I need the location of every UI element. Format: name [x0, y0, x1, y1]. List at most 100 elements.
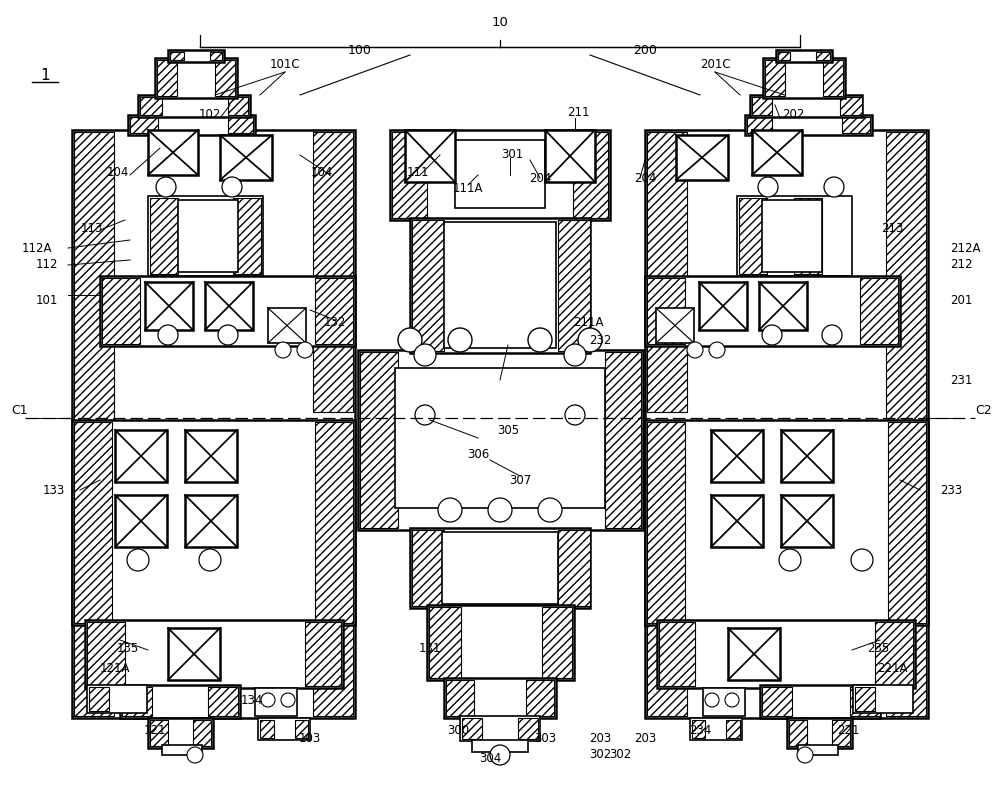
Text: C2: C2 [975, 404, 992, 416]
Text: 111A: 111A [453, 182, 483, 194]
Bar [72, 130, 355, 718]
Bar [295, 720, 308, 738]
Bar [74, 132, 114, 716]
Bar [647, 132, 687, 412]
Text: 221: 221 [837, 723, 859, 737]
Text: 233: 233 [940, 484, 962, 496]
Bar [258, 718, 310, 740]
Bar [573, 132, 608, 218]
Bar [360, 352, 398, 528]
Bar [659, 622, 695, 686]
Bar [100, 276, 355, 346]
Bar [410, 218, 590, 353]
Bar [87, 622, 125, 686]
Text: 133: 133 [43, 484, 65, 496]
Bar [205, 282, 253, 330]
Bar [853, 685, 913, 713]
Bar [215, 60, 235, 96]
Bar [692, 720, 705, 738]
Bar [888, 422, 926, 623]
Text: 111: 111 [407, 166, 429, 178]
Circle shape [851, 549, 873, 571]
Bar [647, 422, 685, 623]
Text: 221A: 221A [877, 661, 907, 675]
Bar [138, 95, 250, 117]
Bar [737, 196, 852, 276]
Bar [313, 132, 353, 412]
Bar [455, 140, 545, 208]
Bar [148, 130, 198, 175]
Text: 201C: 201C [700, 59, 730, 71]
Bar [699, 282, 747, 330]
Text: 235: 235 [867, 642, 889, 654]
Circle shape [490, 745, 510, 765]
Bar [130, 117, 158, 133]
Bar [739, 198, 767, 274]
Text: 135: 135 [117, 642, 139, 654]
Circle shape [275, 342, 291, 358]
Bar [148, 718, 213, 748]
Text: 10: 10 [492, 16, 508, 29]
Bar [89, 687, 109, 711]
Bar [429, 607, 461, 678]
Bar [762, 200, 822, 272]
Text: 104: 104 [107, 166, 129, 178]
Bar [526, 680, 554, 716]
Bar [410, 528, 590, 608]
Bar [676, 135, 728, 180]
Bar [645, 130, 928, 718]
Circle shape [725, 693, 739, 707]
Circle shape [199, 549, 221, 571]
Text: 101: 101 [36, 293, 58, 307]
Bar [545, 130, 595, 182]
Bar [542, 607, 572, 678]
Bar [444, 678, 556, 718]
Bar [268, 308, 306, 343]
Bar [446, 680, 474, 716]
Circle shape [762, 325, 782, 345]
Circle shape [564, 344, 586, 366]
Bar [210, 52, 222, 60]
Bar [120, 685, 240, 718]
Bar [842, 117, 870, 133]
Bar [752, 97, 772, 115]
Text: 306: 306 [467, 449, 489, 462]
Bar [150, 720, 168, 746]
Bar [405, 130, 455, 182]
Bar [647, 430, 687, 716]
Bar [875, 622, 913, 686]
Text: 112: 112 [36, 259, 58, 271]
Bar [305, 622, 341, 686]
Bar [750, 95, 862, 117]
Text: 102: 102 [199, 109, 221, 121]
Bar [228, 117, 253, 133]
Circle shape [261, 693, 275, 707]
Bar [759, 282, 807, 330]
Text: 103: 103 [299, 731, 321, 745]
Text: 204: 204 [529, 171, 551, 185]
Text: 101C: 101C [270, 59, 300, 71]
Bar [518, 718, 538, 739]
Text: 1: 1 [40, 67, 50, 82]
Circle shape [705, 693, 719, 707]
Bar [412, 220, 444, 351]
Bar [840, 97, 862, 115]
Circle shape [398, 328, 422, 352]
Bar [558, 530, 590, 606]
Circle shape [578, 328, 602, 352]
Bar [392, 132, 427, 218]
Bar [460, 716, 540, 741]
Bar [789, 720, 807, 746]
Bar [444, 222, 556, 348]
Bar [711, 430, 763, 482]
Circle shape [127, 549, 149, 571]
Bar [850, 687, 880, 716]
Bar [395, 368, 605, 508]
Bar [726, 720, 740, 738]
Bar [128, 115, 255, 135]
Text: 134: 134 [241, 694, 263, 707]
Text: 113: 113 [81, 221, 103, 235]
Text: 304: 304 [479, 752, 501, 764]
Circle shape [158, 325, 178, 345]
Text: C1: C1 [11, 404, 28, 416]
